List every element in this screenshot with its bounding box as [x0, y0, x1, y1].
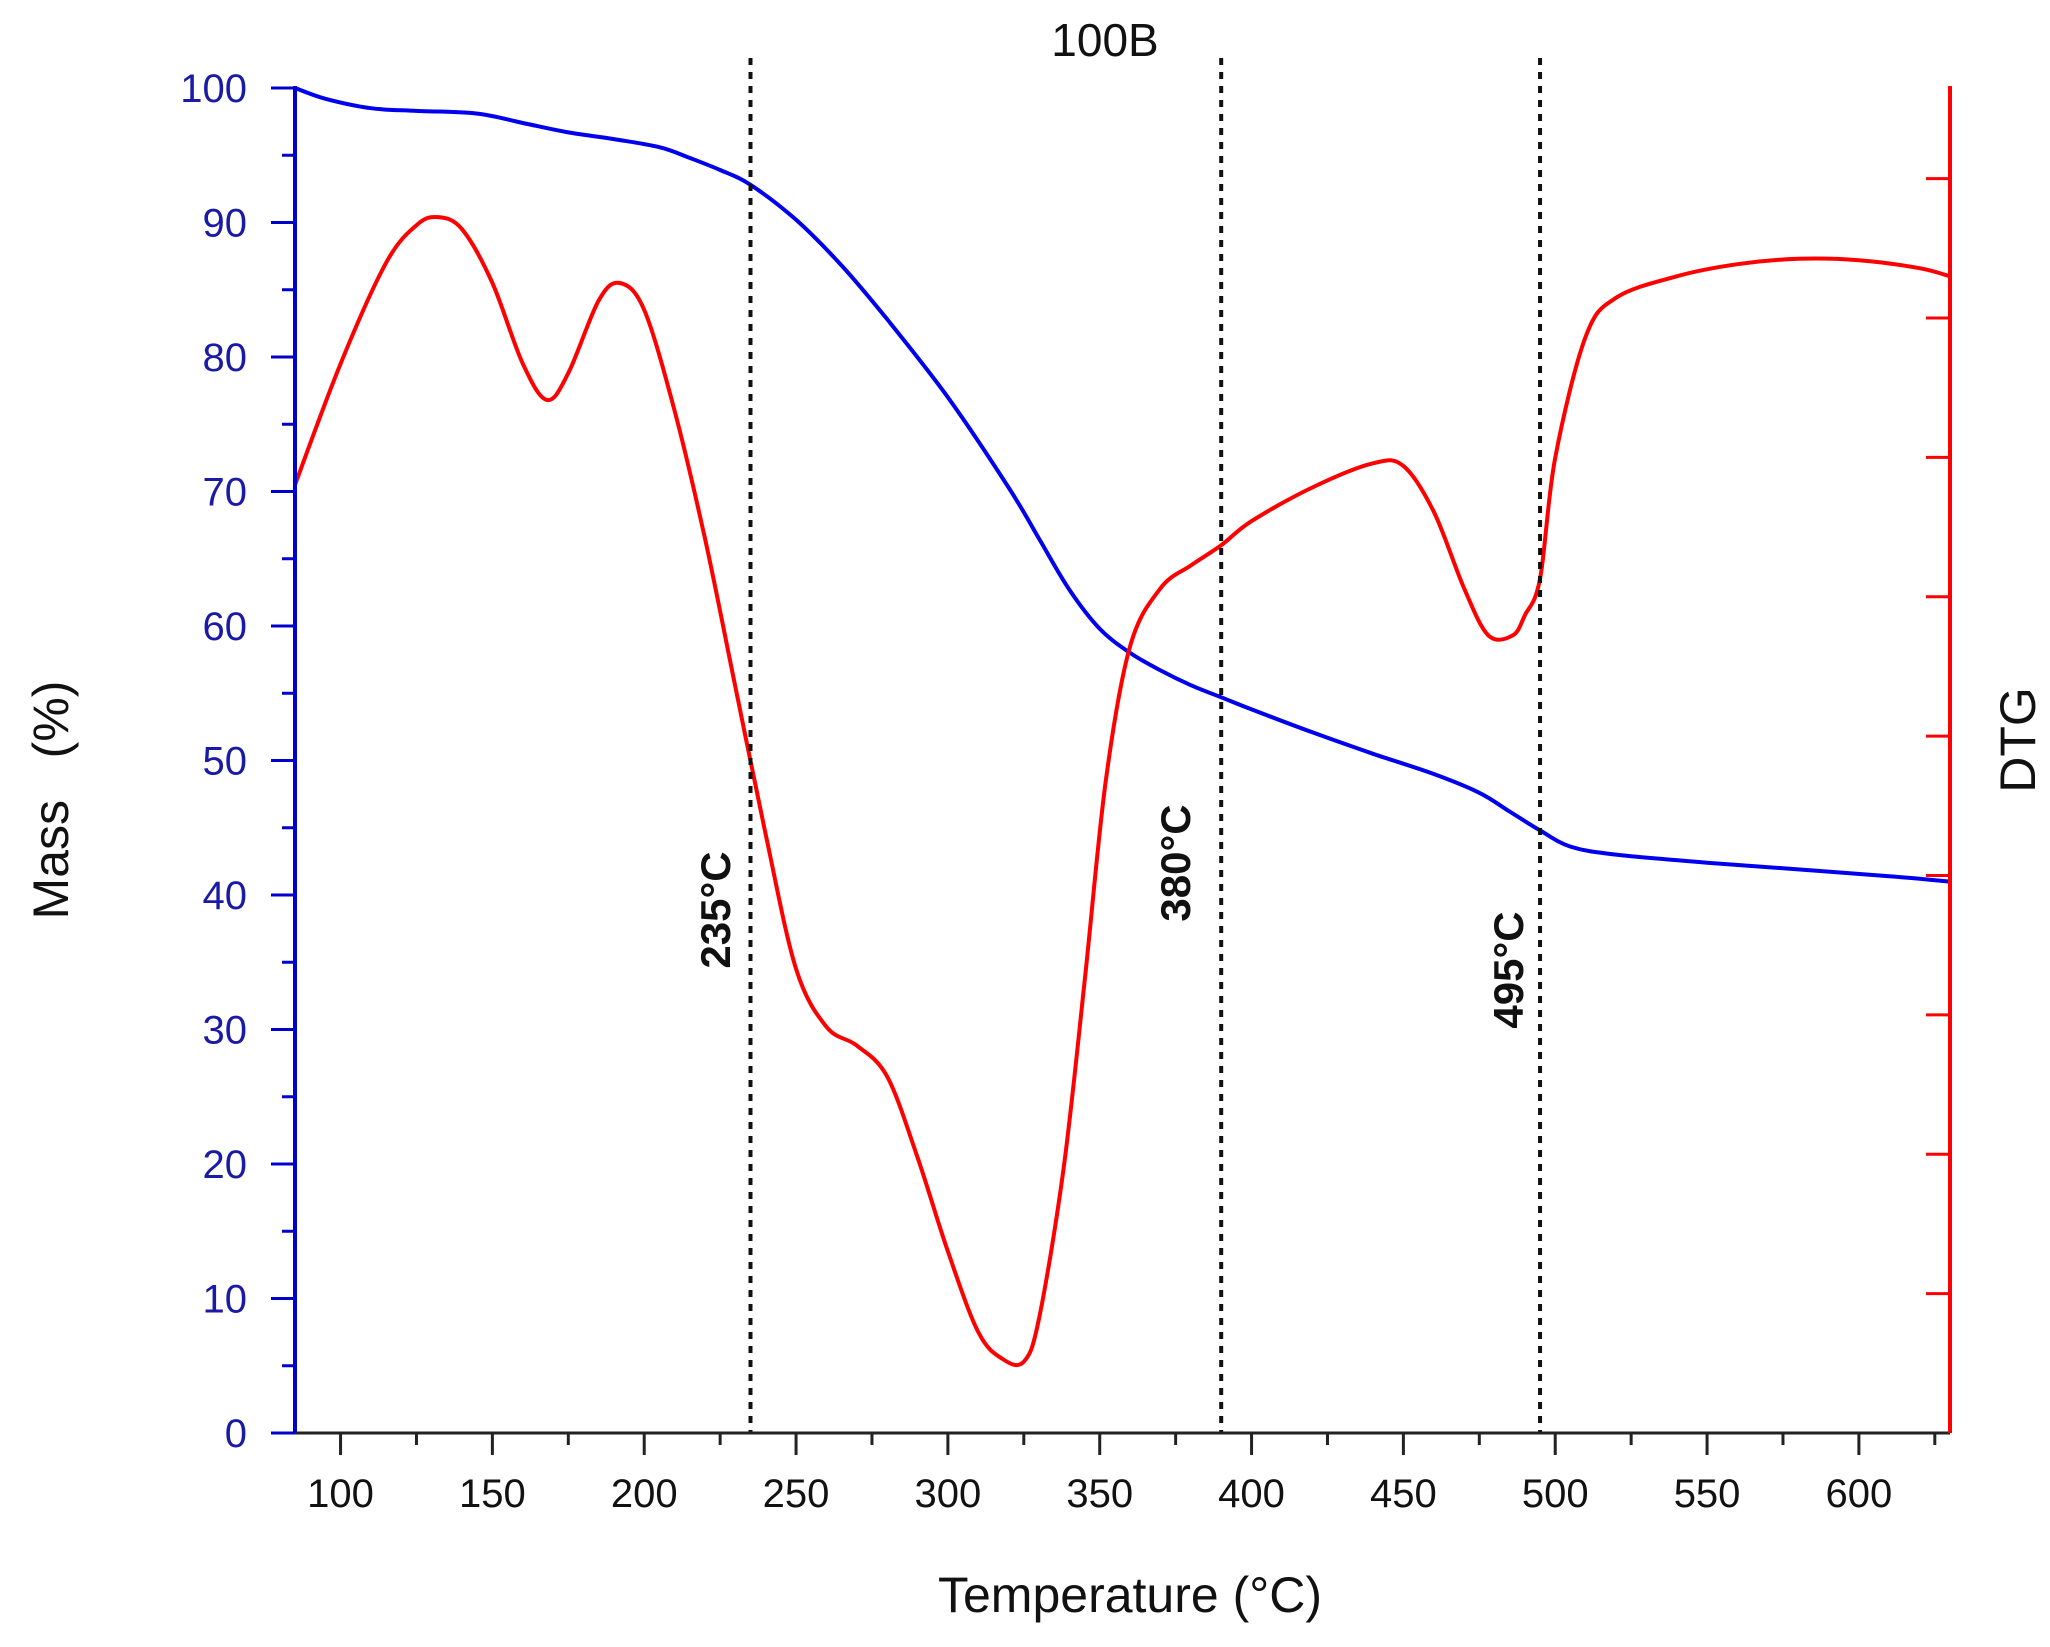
x-tick-label-150: 150: [459, 1472, 526, 1516]
y-tick-label-80: 80: [203, 336, 248, 380]
curves-layer: [293, 86, 1951, 1368]
y-tick-label-70: 70: [203, 471, 248, 515]
y-tick-label-20: 20: [203, 1143, 248, 1187]
vline-label-495: 495°C: [1485, 911, 1532, 1028]
x-tick-label-550: 550: [1674, 1472, 1741, 1516]
x-tick-label-300: 300: [915, 1472, 982, 1516]
y-tick-label-60: 60: [203, 605, 248, 649]
series-line-dtg: [293, 214, 1951, 1368]
y-tick-label-30: 30: [203, 1009, 248, 1053]
x-tick-label-450: 450: [1370, 1472, 1437, 1516]
y-tick-label-0: 0: [225, 1412, 247, 1456]
x-tick-label-350: 350: [1066, 1472, 1133, 1516]
y2-axis-title: DTG: [1990, 687, 2046, 793]
y-tick-label-50: 50: [203, 740, 248, 784]
x-tick-label-600: 600: [1826, 1472, 1893, 1516]
y-tick-label-10: 10: [203, 1278, 248, 1322]
x-axis-title: Temperature (°C): [938, 1567, 1322, 1623]
series-line-mass: [294, 86, 1951, 884]
y-tick-label-40: 40: [203, 874, 248, 918]
y-tick-label-90: 90: [203, 202, 248, 246]
vlines-layer: [748, 58, 1543, 1433]
vline-label-380: 380°C: [1152, 804, 1199, 921]
x-tick-label-200: 200: [611, 1472, 678, 1516]
y-axis-title: Mass (%): [23, 681, 79, 920]
x-tick-label-400: 400: [1218, 1472, 1285, 1516]
chart-title: 100B: [1051, 14, 1158, 66]
vline-label-235: 235°C: [692, 851, 739, 968]
ticks-layer: 0 10 20 30 40 50 60 70 80 90 100 100 150 200 250 300 350…: [180, 67, 1950, 1516]
x-tick-label-250: 250: [763, 1472, 830, 1516]
axes-layer: [293, 86, 1952, 1435]
y-tick-label-100: 100: [180, 67, 247, 111]
x-tick-label-100: 100: [307, 1472, 374, 1516]
x-tick-label-500: 500: [1522, 1472, 1589, 1516]
